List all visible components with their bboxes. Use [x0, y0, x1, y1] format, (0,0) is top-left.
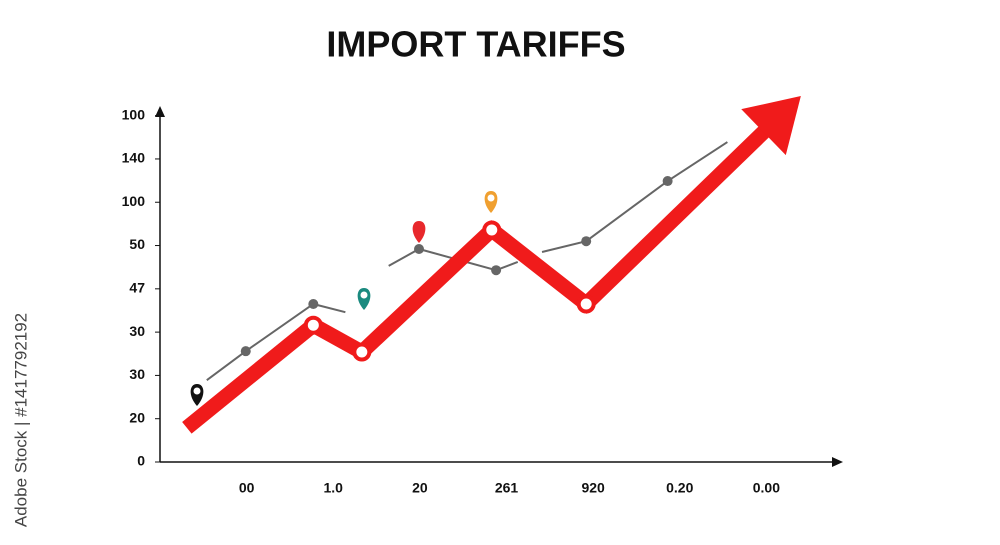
pin-black	[190, 384, 204, 406]
x-tick-label: 1.0	[324, 480, 344, 496]
red-point	[303, 315, 323, 335]
x-tick-label: 920	[581, 480, 605, 496]
pin-orange	[484, 191, 498, 213]
x-tick-label: 00	[239, 480, 255, 496]
gray-point	[240, 346, 251, 357]
gray-point	[414, 244, 425, 254]
y-tick-label: 47	[129, 280, 145, 296]
y-tick-label: 100	[122, 106, 146, 122]
gray-point	[308, 298, 319, 309]
red-point	[576, 294, 596, 314]
pin-red	[412, 221, 426, 243]
y-tick-label: 0	[137, 453, 145, 469]
gray-point	[581, 236, 592, 247]
x-tick-label: 20	[412, 480, 428, 496]
y-tick-label: 30	[129, 323, 145, 339]
x-tick-label: 0.00	[753, 480, 780, 496]
pin-teal	[357, 288, 371, 310]
gray-point	[662, 176, 673, 187]
red-line	[182, 119, 776, 434]
chart-title: IMPORT TARIFFS	[326, 24, 625, 65]
red-point	[482, 220, 502, 240]
y-axis-arrow	[155, 106, 165, 117]
y-tick-label: 30	[129, 366, 145, 382]
x-axis-arrow	[832, 457, 843, 467]
x-tick-label: 261	[495, 480, 519, 496]
watermark: Adobe Stock | #1417792192	[11, 313, 30, 527]
y-tick-label: 100	[122, 193, 146, 209]
gray-point	[491, 265, 502, 276]
y-tick-label: 20	[129, 409, 145, 425]
y-tick-label: 50	[129, 236, 145, 252]
plot	[182, 95, 801, 434]
axes	[155, 106, 843, 467]
x-tick-label: 0.20	[666, 480, 693, 496]
red-arrowhead	[741, 95, 801, 156]
red-point	[352, 342, 372, 362]
y-tick-label: 140	[122, 150, 146, 166]
pins	[190, 191, 498, 406]
